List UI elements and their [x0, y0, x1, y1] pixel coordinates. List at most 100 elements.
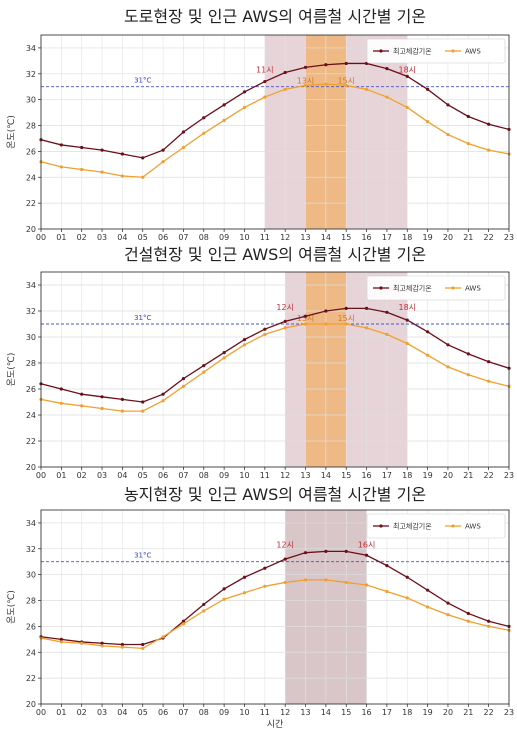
data-point: [364, 306, 369, 310]
data-point: [202, 370, 206, 374]
x-axis-label: 시간: [267, 719, 284, 730]
x-tick-label: 19: [423, 471, 433, 480]
x-tick-label: 01: [56, 708, 66, 717]
data-point: [242, 90, 247, 94]
data-point: [446, 365, 450, 369]
data-point: [181, 130, 186, 134]
data-point: [344, 61, 348, 66]
y-tick-label: 22: [26, 674, 36, 683]
chart-panel-2: 건설현장 및 인근 AWS의 여름철 시간별 기온 31°C 12시 18시 13시 15…: [6, 245, 514, 480]
legend: 최고체감기온 AWS: [366, 38, 506, 64]
legend-entry: AWS: [465, 285, 481, 293]
x-tick-label: 03: [97, 471, 107, 480]
data-point: [303, 578, 308, 582]
highlight-label-start: 13시: [297, 77, 315, 86]
data-point: [263, 332, 267, 336]
data-point: [466, 619, 470, 623]
data-point: [487, 148, 491, 152]
data-point: [283, 319, 287, 323]
data-point: [405, 575, 409, 579]
plot-frame: [40, 34, 510, 230]
data-point: [59, 401, 63, 405]
data-point: [100, 644, 104, 648]
data-point: [242, 105, 247, 110]
y-tick-label: 34: [26, 44, 36, 53]
data-point: [303, 65, 308, 69]
y-tick-label: 28: [26, 122, 36, 131]
data-point: [59, 143, 63, 147]
x-tick-label: 14: [321, 233, 331, 242]
legend-entry: AWS: [465, 523, 481, 531]
x-tick-label: 05: [138, 708, 148, 717]
data-point: [466, 352, 470, 356]
x-tick-label: 13: [300, 471, 310, 480]
data-point: [263, 95, 267, 99]
data-point: [324, 549, 328, 553]
data-point: [344, 322, 348, 326]
legend-entry: 최고체감기온: [393, 47, 432, 56]
x-tick-label: 20: [443, 233, 453, 242]
plot-frame: [40, 271, 510, 468]
data-point: [242, 338, 247, 342]
legend: 최고체감기온 AWS: [366, 275, 506, 301]
legend: 최고체감기온 AWS: [366, 513, 506, 539]
data-point: [222, 118, 226, 122]
data-point: [466, 114, 470, 119]
x-tick-label: 02: [77, 708, 87, 717]
data-point: [466, 611, 470, 616]
x-tick-label: 19: [423, 708, 433, 717]
x-tick-label: 15: [341, 708, 351, 717]
data-point: [100, 395, 104, 399]
legend-marker: [451, 286, 455, 290]
legend-entry: AWS: [465, 48, 481, 56]
x-tick-label: 13: [300, 233, 310, 242]
data-point: [59, 640, 63, 644]
highlight-label-end: 18시: [398, 66, 416, 75]
x-tick-label: 23: [504, 471, 514, 480]
y-tick-label: 30: [26, 333, 36, 342]
legend-marker: [379, 286, 383, 290]
data-point: [385, 95, 389, 99]
x-tick-label: 02: [77, 233, 87, 242]
x-tick-label: 15: [341, 233, 351, 242]
data-point: [364, 326, 369, 330]
highlight-label-start: 12시: [276, 303, 294, 312]
data-point: [120, 397, 124, 401]
legend-box: [366, 38, 506, 64]
data-point: [263, 327, 267, 331]
legend-marker: [451, 49, 455, 53]
reference-line-label: 31°C: [134, 77, 151, 85]
x-tick-label: 21: [463, 233, 473, 242]
y-tick-label: 24: [26, 173, 36, 182]
y-tick-label: 32: [26, 70, 36, 79]
chart-title: 도로현장 및 인근 AWS의 여름철 시간별 기온: [124, 7, 426, 26]
data-point: [120, 174, 124, 178]
y-tick-label: 20: [26, 225, 36, 234]
data-point: [385, 310, 389, 314]
data-point: [446, 132, 450, 137]
x-tick-label: 23: [504, 233, 514, 242]
y-tick-label: 24: [26, 648, 36, 657]
data-point: [59, 165, 63, 169]
data-point: [202, 116, 206, 120]
data-point: [344, 549, 348, 553]
series-line-aws: [40, 83, 510, 178]
data-point: [446, 343, 450, 347]
y-tick-label: 26: [26, 622, 36, 631]
chart-title: 농지현장 및 인근 AWS의 여름철 시간별 기온: [124, 485, 426, 504]
data-point: [222, 587, 226, 591]
series-line-feels-like: [40, 550, 510, 646]
y-tick-label: 30: [26, 571, 36, 580]
x-tick-label: 07: [178, 471, 188, 480]
highlight-label-end: 16시: [358, 541, 376, 550]
data-point: [426, 120, 430, 124]
data-point: [100, 148, 104, 152]
x-tick-label: 17: [382, 233, 392, 242]
data-point: [202, 364, 206, 368]
y-axis-label: 온도(℃): [6, 353, 17, 387]
data-point: [222, 597, 226, 601]
data-point: [385, 332, 389, 336]
x-tick-label: 14: [321, 708, 331, 717]
data-point: [222, 351, 226, 355]
data-point: [181, 145, 186, 150]
